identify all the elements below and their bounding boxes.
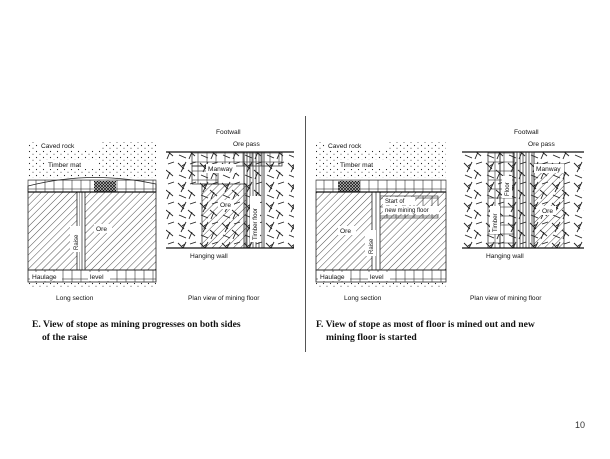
- panel-f-plan-view: Footwall Ore pass Floor Timber Manway Or…: [462, 129, 584, 302]
- timber-mat: [27, 179, 157, 193]
- label-bg: [206, 164, 236, 173]
- slide-number: 10: [575, 420, 586, 430]
- caption-e-line2: of the raise: [42, 332, 88, 343]
- label-bg: [39, 141, 101, 150]
- label-bg: [502, 176, 512, 198]
- timber-mat-label: Timber mat: [340, 162, 373, 169]
- caved-rock-label: Caved rock: [41, 143, 75, 150]
- ore-label: Ore: [220, 202, 231, 209]
- timber-mat: [315, 179, 447, 193]
- plan-view-title: Plan view of mining floor: [470, 295, 542, 302]
- caved-rock-label: Caved rock: [328, 143, 362, 150]
- floor-column: [499, 151, 515, 249]
- ore-label: Ore: [96, 226, 107, 233]
- panel-f-long-section: Caved rock Timber mat Start of new minin…: [315, 141, 447, 302]
- caption-f-line2: mining floor is started: [326, 332, 417, 343]
- label-bg: [368, 272, 390, 281]
- hanging-wall-label: Hanging wall: [190, 253, 228, 260]
- floor-label: Floor: [505, 182, 511, 196]
- floor-rock: [316, 282, 446, 288]
- haulage-label: Haulage: [32, 274, 57, 281]
- level-label: level: [370, 274, 384, 281]
- label-bg: [318, 272, 350, 281]
- floor-rock: [28, 282, 156, 288]
- caption-e: E. View of stope as mining progresses on…: [32, 318, 241, 344]
- caption-e-line1: E. View of stope as mining progresses on…: [32, 319, 241, 330]
- ore-pass-column: [513, 151, 535, 249]
- timber-floor-label: Timber floor: [253, 208, 259, 240]
- manway-label: Manway: [208, 166, 233, 173]
- timber-label: Timber: [493, 214, 499, 232]
- label-bg: [534, 164, 564, 173]
- label-bg: [250, 196, 260, 242]
- haulage-label: Haulage: [320, 274, 345, 281]
- plan-view-title: Plan view of mining floor: [188, 295, 260, 302]
- timber-mat-dark-block: [94, 181, 116, 192]
- label-bg: [46, 160, 98, 169]
- panel-divider: [305, 116, 306, 352]
- raise-label: Raise: [369, 238, 375, 254]
- ore-body-plan: [201, 183, 247, 249]
- ore-pass-label: Ore pass: [233, 141, 260, 148]
- label-bg: [338, 160, 390, 169]
- long-section-title: Long section: [56, 295, 94, 302]
- start-label: Start of: [385, 199, 405, 205]
- ore-label: Ore: [542, 208, 553, 215]
- panel-e-long-section: Caved rock Timber mat Raise Ore Haulage …: [27, 141, 157, 302]
- footwall-timber: [191, 151, 283, 167]
- panel-e-plan-view: Footwall Ore pass Manway Ore Timber floo…: [166, 129, 294, 302]
- hanging-wall-label: Hanging wall: [486, 253, 524, 260]
- label-bg: [218, 200, 234, 209]
- manway-label: Manway: [536, 166, 561, 173]
- label-bg: [383, 197, 415, 205]
- label-bg: [365, 230, 376, 256]
- footwall-label: Footwall: [514, 129, 539, 136]
- label-bg: [70, 226, 81, 252]
- caption-f: F. View of stope as most of floor is min…: [316, 318, 535, 344]
- label-bg: [326, 141, 388, 150]
- label-bg: [94, 224, 112, 233]
- timber-mat-label: Timber mat: [48, 162, 81, 169]
- label-bg: [490, 206, 500, 234]
- raise-label: Raise: [74, 234, 80, 250]
- label-bg: [88, 272, 110, 281]
- label-bg: [383, 206, 439, 214]
- ore-pass-label: Ore pass: [528, 141, 555, 148]
- ore-label: Ore: [340, 228, 351, 235]
- footwall-label: Footwall: [216, 129, 241, 136]
- label-bg: [30, 272, 62, 281]
- timber-mat-dark-block: [338, 181, 360, 192]
- ore-body: [27, 191, 157, 271]
- caption-f-line1: F. View of stope as most of floor is min…: [316, 319, 535, 330]
- level-label: level: [90, 274, 104, 281]
- label-bg: [338, 226, 356, 235]
- long-section-title: Long section: [344, 295, 382, 302]
- new-floor-label: new mining floor: [385, 208, 429, 214]
- label-bg: [540, 206, 556, 215]
